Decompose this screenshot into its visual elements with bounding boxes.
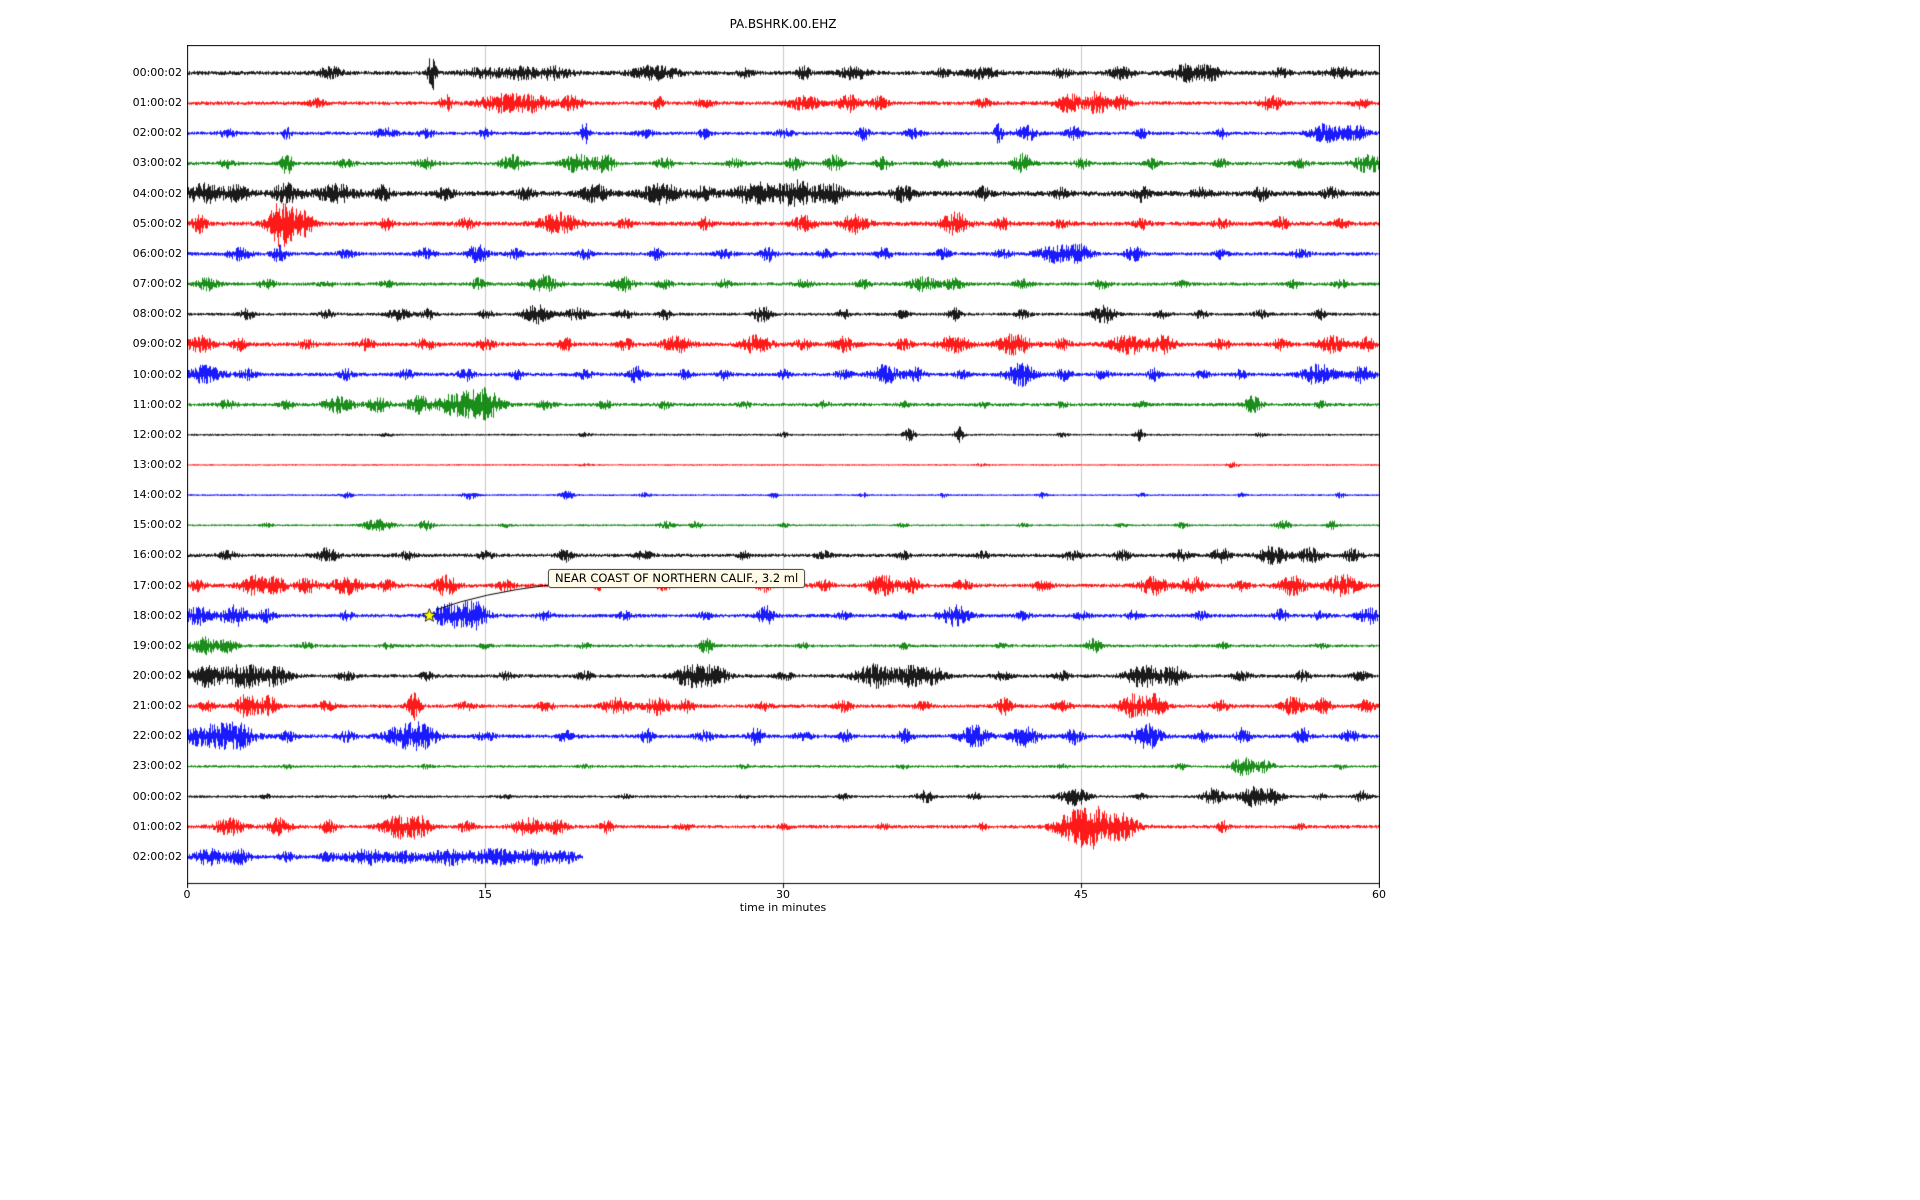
row-label: 18:00:02 [132,608,182,622]
row-label: 19:00:02 [132,638,182,652]
x-tick-label: 45 [1074,888,1088,901]
row-label: 12:00:02 [132,427,182,441]
row-label: 09:00:02 [132,337,182,351]
row-label: 01:00:02 [132,96,182,110]
x-tick-label: 0 [183,888,191,901]
x-axis-label: time in minutes [739,901,827,914]
row-label: 02:00:02 [132,849,182,863]
row-label: 00:00:02 [132,789,182,803]
x-tick-label: 30 [776,888,790,901]
figure-title: PA.BSHRK.00.EHZ [729,17,837,31]
row-label: 10:00:02 [132,367,182,381]
x-tick-label: 60 [1372,888,1386,901]
row-label: 07:00:02 [132,277,182,291]
row-label: 06:00:02 [132,246,182,260]
row-label: 17:00:02 [132,578,182,592]
row-label: 02:00:02 [132,126,182,140]
row-label: 03:00:02 [132,156,182,170]
row-label: 00:00:02 [132,66,182,79]
row-label: 01:00:02 [132,819,182,833]
event-annotation-text: NEAR COAST OF NORTHERN CALIF., 3.2 ml [555,571,799,585]
row-label: 20:00:02 [132,669,182,682]
row-label: 11:00:02 [132,397,182,411]
row-label: 04:00:02 [132,186,182,200]
x-tick-label: 15 [478,888,492,901]
row-label: 22:00:02 [132,729,182,743]
row-label: 16:00:02 [132,548,182,562]
row-label: 05:00:02 [132,216,182,230]
event-annotation: NEAR COAST OF NORTHERN CALIF., 3.2 ml [548,569,806,588]
row-label: 14:00:02 [132,488,182,502]
row-label: 15:00:02 [132,518,182,532]
row-label: 23:00:02 [132,759,182,773]
row-label: 13:00:02 [132,457,182,471]
seismogram-plot-canvas [187,45,1380,895]
row-label: 21:00:02 [132,699,182,713]
row-label: 08:00:02 [132,307,182,321]
